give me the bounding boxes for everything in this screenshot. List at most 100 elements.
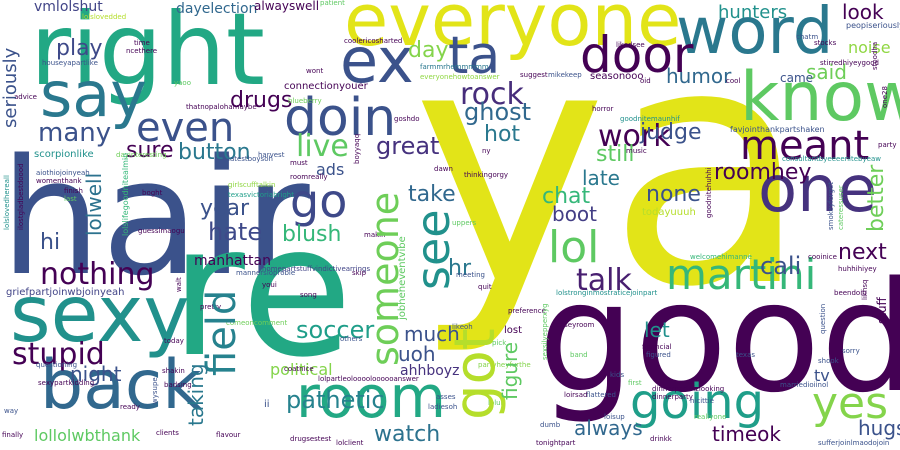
cloud-word-hate: hate [208,218,263,246]
cloud-word-girlscufftalkin: girlscufftalkin [228,181,276,189]
cloud-word-womenthank: womenthank [36,177,82,185]
cloud-word-caseyroom: caseyroom [556,321,595,329]
cloud-word-first: first [628,379,642,387]
cloud-word-doin: doin [284,88,397,148]
cloud-word-let: let [644,318,670,342]
cloud-word-stuff: stuff [875,297,889,324]
cloud-word-blueberry: blueberry [288,97,322,105]
cloud-word-walt: walt [175,277,183,292]
cloud-word-timeok: timeok [712,422,782,446]
cloud-word-next: next [838,240,887,265]
cloud-word-nicittie: nicittie [690,397,714,405]
cloud-word-latestboysoh: latestboysoh [228,155,273,163]
cloud-word-even: even [136,105,235,151]
cloud-word-taking: taking [184,363,208,426]
cloud-word-youi: youi [262,281,277,289]
cloud-word-hunters: hunters [718,2,788,23]
cloud-word-music: music [626,147,647,155]
cloud-word-sexy: sexy [10,270,190,360]
cloud-word-consultantbyeeeenitebyeaw: consultantbyeeeenitebyeaw [782,155,881,163]
cloud-word-kids: kids [610,371,625,379]
cloud-word-tv: tv [814,366,830,385]
cloud-word-mikekeep: mikekeep [548,71,582,79]
cloud-word-ilostgladbestdoood: ilostgladbestdoood [17,163,25,230]
cloud-word-know: know [740,58,900,137]
cloud-word-everyone: everyone [344,0,682,62]
cloud-word-cali: cali [760,252,802,280]
cloud-word-badsing: badsing [164,381,192,389]
cloud-word-last: last [64,195,77,203]
cloud-word-roomreally: roomreally [290,173,328,181]
cloud-word-coolericosharted: coolericosharted [344,37,403,45]
cloud-word-shook: shook [818,357,839,365]
cloud-word-lolstronginmostraticejoinpart: lolstronginmostraticejoinpart [556,289,658,297]
cloud-word-boght: boght [142,189,163,197]
cloud-word-welcomehimanne: welcomehimanne [690,253,752,261]
cloud-word-look: look [842,0,884,24]
cloud-word-realiyone: realiyone [694,413,727,421]
cloud-word-dayinteresting: dayinteresting [116,151,167,159]
cloud-word-suggest: suggest [520,71,548,79]
cloud-word-cool: cool [726,77,741,85]
cloud-word-comeoncomment: comeoncomment [226,319,288,327]
cloud-word-texasvictoriabright: texasvictoriabright [228,191,294,199]
cloud-word-seriously: seriously [0,47,21,128]
cloud-word-sexsilyepperxyg: sexsilyepperxyg [541,303,549,360]
cloud-word-coatnice: coatnice [284,365,314,373]
cloud-word-say: say [40,58,147,131]
cloud-word-field: field [199,289,245,376]
cloud-word-ghost: ghost [464,98,532,126]
cloud-word-hi: hi [40,230,61,255]
cloud-word-blush: blush [282,222,342,247]
cloud-word-ready: ready [120,403,140,411]
cloud-word-going: going [630,374,765,430]
cloud-word-guessimaogu: guessimaogu [138,227,185,235]
cloud-word-yaoo: yaoo [174,79,191,87]
cloud-word-song: song [300,291,317,299]
cloud-word-stirredhiyeygood: stirredhiyeygood [820,59,879,67]
cloud-word-harvest: harvest [258,151,285,159]
cloud-word-preference: preference [508,307,546,315]
cloud-word-political: political [270,360,333,379]
cloud-word-meeting: meeting [456,271,486,279]
cloud-word-beendoin: beendoin [834,289,867,297]
cloud-word-uoh: uoh [398,342,436,366]
cloud-word-see: see [406,209,460,290]
cloud-word-better: better [864,164,889,232]
cloud-word-great: great [376,132,440,160]
cloud-word-farmmrhemmmmm: farmmrhemmmmm [420,63,489,71]
cloud-word-boyyaqq: boyyaqq [353,133,361,164]
cloud-word-must: must [290,159,308,167]
cloud-word-goshdo: goshdo [394,115,420,123]
cloud-word-live: live [296,129,349,164]
cloud-word-loirsad: loirsad [564,391,588,399]
cloud-word-wysupe: wysupe [151,377,159,404]
cloud-word-asses: asses [436,393,456,401]
cloud-word-dinnerparty: dinnerparty [652,393,693,401]
cloud-word-re: re [170,185,353,397]
cloud-word-skip: skip [352,269,367,277]
cloud-word-oid: oid [640,77,651,85]
cloud-word-huhhihiyey: huhhihiyey [838,265,877,273]
cloud-word-ex: ex [340,24,414,97]
cloud-word-rock: rock [460,77,524,112]
cloud-word-none: none [646,182,701,207]
cloud-word-thinkingorgy: thinkingorgy [464,171,509,179]
cloud-word-advice: advice [14,93,37,101]
cloud-word-others: others [340,335,363,343]
cloud-word-tonightpart: tonightpart [536,439,576,447]
cloud-word-one28: one28 [881,86,889,108]
cloud-word-ii: ii [264,399,270,410]
cloud-word-clients: clients [156,429,179,437]
cloud-word-uppers: uppers [452,219,477,227]
cloud-word-loisup: loisup [604,413,625,421]
cloud-word-likeoh: likeoh [452,323,473,331]
cloud-word-marriedioiinol: marriedioiinol [780,381,829,389]
cloud-word-work: work [598,119,671,154]
cloud-word-scorpionlike: scorpionlike [34,149,94,160]
cloud-word-chat: chat [542,184,591,209]
cloud-word-drinkk: drinkk [650,435,672,443]
cloud-word-manhattan: manhattan [194,253,271,269]
cloud-word-jobheheventvibe: jobheheventvibe [397,236,408,320]
